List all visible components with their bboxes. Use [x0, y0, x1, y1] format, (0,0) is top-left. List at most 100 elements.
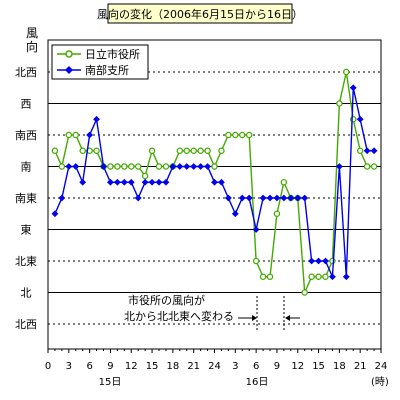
- data-point-series-2: [315, 257, 322, 265]
- data-point-series-2: [363, 147, 371, 155]
- annotation-line-1: 市役所の風向が: [128, 293, 205, 307]
- y-tick-label: 西: [21, 98, 32, 111]
- data-point-series-1: [107, 163, 114, 170]
- x-tick-label: 24: [375, 361, 388, 372]
- x-tick-label: 3: [66, 361, 72, 372]
- data-point-series-2: [120, 178, 128, 186]
- data-point-series-1: [370, 163, 378, 170]
- data-point-series-2: [86, 131, 94, 139]
- x-tick-label: 6: [253, 361, 259, 372]
- data-point-series-1: [259, 273, 267, 280]
- data-point-series-1: [238, 131, 246, 139]
- data-point-series-2: [127, 178, 135, 186]
- data-point-series-2: [370, 147, 378, 155]
- data-point-series-2: [183, 163, 191, 170]
- y-axis-label: 風向: [26, 26, 38, 54]
- legend-marker-series-2: [65, 66, 73, 74]
- day-label-16: 16日: [246, 377, 269, 388]
- x-tick-label: 6: [86, 361, 92, 372]
- data-point-series-2: [259, 194, 267, 202]
- data-point-series-2: [155, 178, 163, 186]
- data-point-series-2: [72, 163, 80, 170]
- data-point-series-1: [183, 147, 190, 154]
- y-tick-label: 北西: [15, 318, 37, 331]
- data-point-series-1: [79, 147, 86, 154]
- data-point-series-1: [211, 163, 218, 170]
- data-point-series-1: [162, 163, 170, 170]
- data-point-series-2: [113, 178, 121, 186]
- x-tick-label: 21: [354, 361, 367, 372]
- data-point-series-1: [114, 163, 121, 170]
- data-point-series-1: [225, 131, 232, 139]
- data-point-series-1: [266, 273, 274, 280]
- day-label-15: 15日: [99, 377, 122, 388]
- data-point-series-1: [127, 163, 135, 170]
- y-tick-label: 北東: [15, 255, 37, 268]
- annotation: 市役所の風向が 北から北北東へ変わる: [124, 293, 300, 330]
- data-point-series-1: [343, 68, 350, 76]
- data-point-series-2: [218, 178, 225, 186]
- data-point-series-1: [280, 178, 288, 186]
- data-point-series-1: [121, 163, 128, 170]
- data-point-series-2: [51, 210, 59, 218]
- x-tick-labels: 0 3 6 9 12 15 18 21 24 3 6 9 12 15 18 21 24: [45, 349, 388, 372]
- data-point-series-2: [169, 163, 177, 170]
- data-point-series-1: [176, 147, 184, 154]
- data-point-series-1: [134, 163, 142, 170]
- data-point-series-2: [204, 163, 211, 170]
- data-point-series-1: [252, 257, 260, 265]
- data-point-series-1: [155, 163, 163, 170]
- data-point-series-2: [79, 178, 87, 186]
- x-unit-label: (時): [371, 376, 389, 388]
- data-point-series-1: [72, 131, 80, 139]
- x-tick-label: 18: [333, 361, 346, 372]
- annotation-arrowhead-right: [285, 315, 290, 321]
- data-point-series-2: [322, 257, 329, 265]
- legend-marker-series-1: [65, 50, 73, 58]
- data-point-series-2: [245, 194, 253, 202]
- data-point-series-2: [231, 210, 239, 218]
- data-point-series-2: [65, 163, 73, 170]
- data-point-series-2: [238, 194, 246, 202]
- y-axis-label-char: 風: [26, 26, 38, 40]
- data-point-series-2: [308, 257, 316, 265]
- data-point-series-2: [141, 178, 149, 186]
- data-point-series-1: [190, 147, 197, 154]
- x-tick-label: 0: [45, 361, 51, 372]
- legend-label-series-2: 南部支所: [85, 63, 129, 77]
- data-point-series-2: [211, 178, 218, 186]
- data-point-series-2: [294, 194, 302, 202]
- y-tick-label: 南西: [15, 129, 37, 142]
- chart-title-box: [107, 3, 293, 24]
- x-tick-label: 12: [125, 361, 138, 372]
- data-point-series-1: [232, 131, 239, 139]
- data-point-series-1: [93, 147, 100, 154]
- legend: 日立市役所 南部支所: [51, 44, 149, 80]
- data-point-series-2: [93, 115, 100, 123]
- plot-area: [47, 39, 382, 350]
- data-point-series-2: [329, 273, 336, 281]
- data-point-series-2: [266, 194, 274, 202]
- data-point-series-1: [301, 289, 308, 296]
- data-point-series-1: [58, 163, 66, 170]
- data-point-series-1: [308, 273, 315, 280]
- legend-label-series-1: 日立市役所: [85, 47, 140, 61]
- data-point-series-1: [322, 273, 329, 280]
- y-tick-label: 北西: [15, 66, 37, 79]
- data-point-series-1: [356, 147, 364, 154]
- data-point-series-2: [252, 226, 260, 233]
- data-point-series-2: [148, 178, 156, 186]
- data-point-series-2: [224, 194, 232, 202]
- x-tick-label: 21: [187, 361, 200, 372]
- data-point-series-1: [315, 273, 322, 280]
- y-tick-label: 南: [21, 161, 32, 174]
- data-point-series-1: [363, 163, 371, 170]
- data-point-series-1: [336, 100, 343, 107]
- data-point-series-2: [107, 178, 114, 186]
- data-point-series-2: [280, 194, 288, 202]
- data-point-series-2: [273, 194, 281, 202]
- x-tick-label: 12: [291, 361, 304, 372]
- data-point-series-2: [100, 163, 107, 170]
